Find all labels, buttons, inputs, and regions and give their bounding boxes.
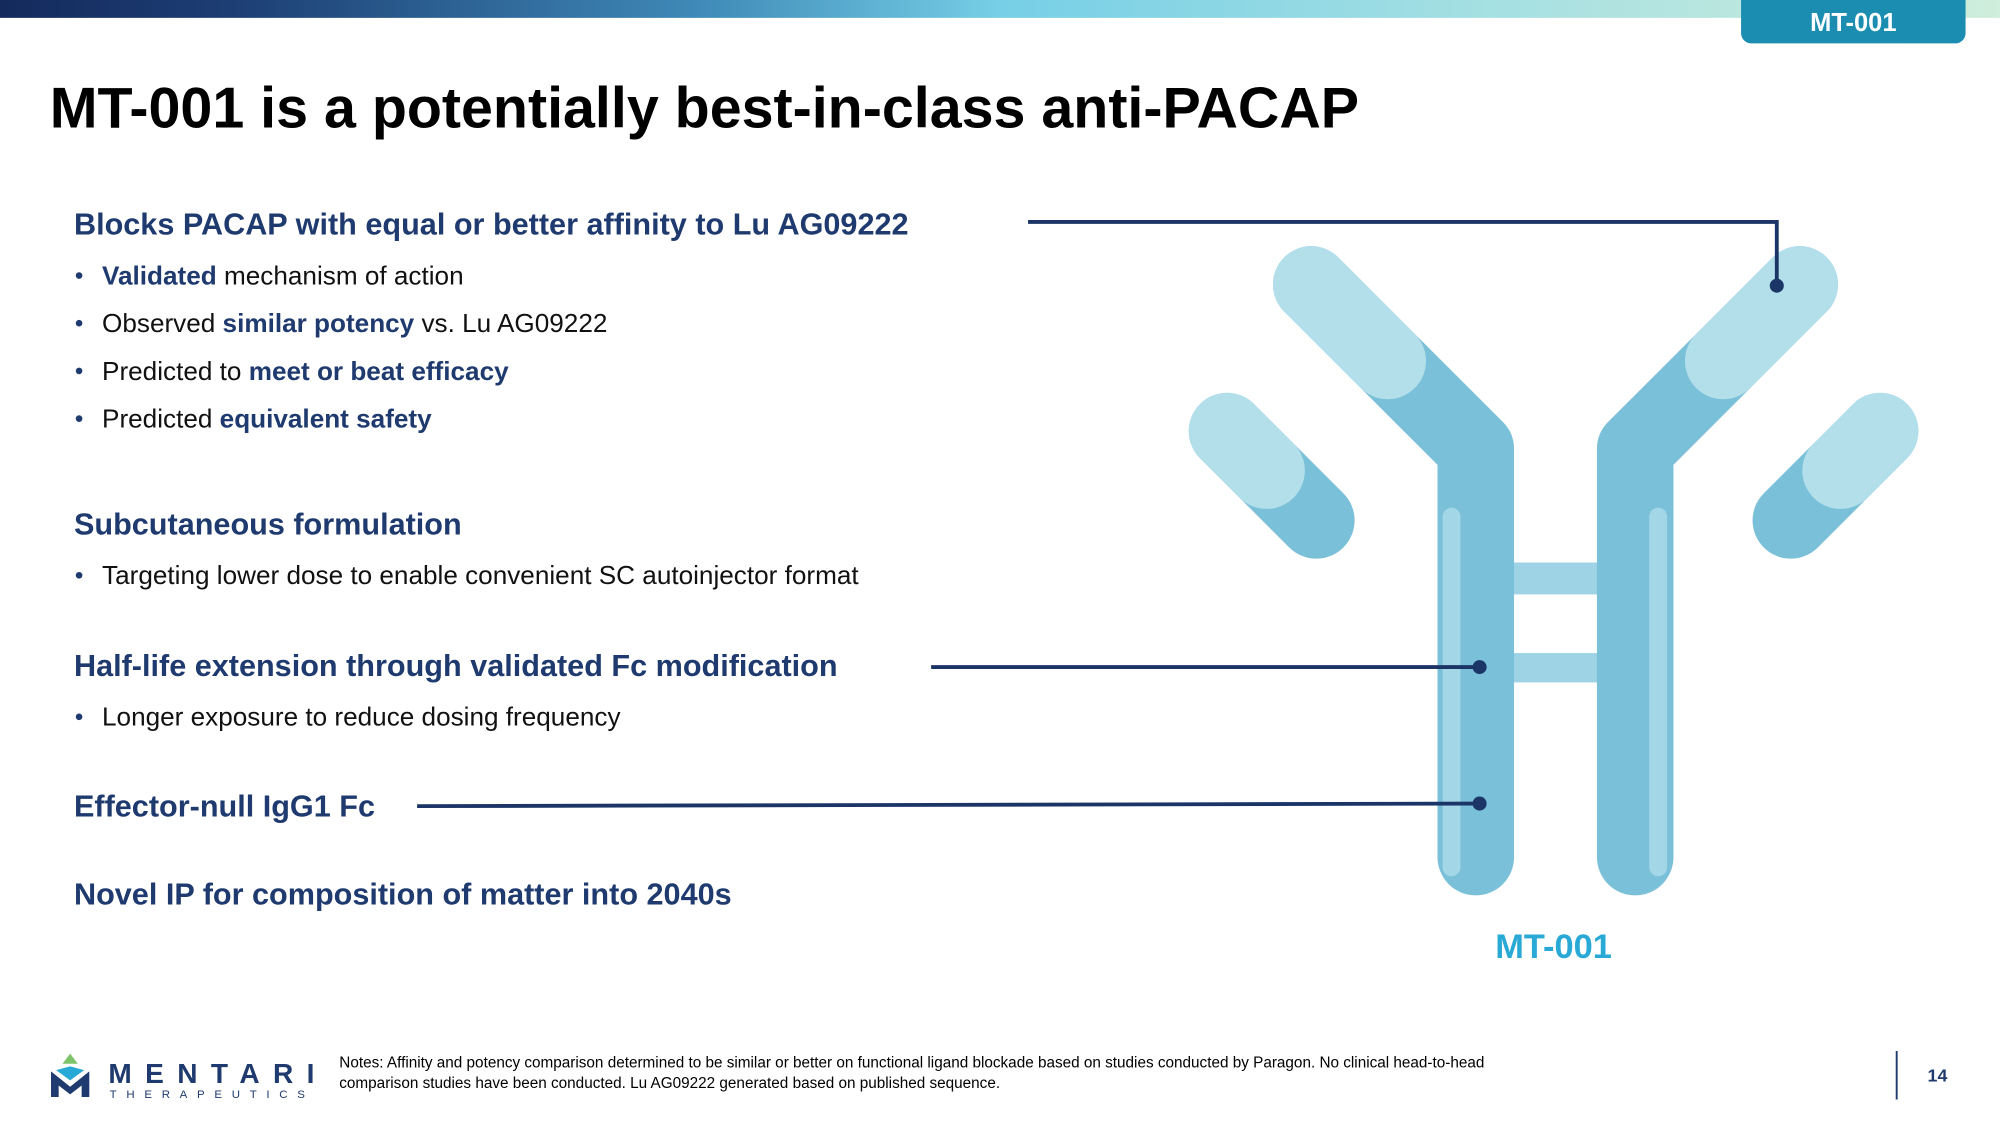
bullet-segment: equivalent safety xyxy=(220,404,432,434)
section-heading: Novel IP for composition of matter into … xyxy=(74,877,732,911)
bullet: Validated mechanism of action xyxy=(102,260,464,290)
bullet-segment: vs. Lu AG09222 xyxy=(414,308,607,338)
bullet-segment: Predicted xyxy=(102,404,220,434)
section-heading: Subcutaneous formulation xyxy=(74,507,462,541)
title: MT-001 is a potentially best-in-class an… xyxy=(50,77,1359,141)
section-heading: Effector-null IgG1 Fc xyxy=(74,789,375,823)
bullet-dot xyxy=(75,571,83,579)
bullet-dot xyxy=(75,415,83,422)
bullet-segment: Targeting lower dose to enable convenien… xyxy=(102,560,859,590)
callouts xyxy=(417,220,1779,809)
logo-subtitle: THERAPEUTICS xyxy=(110,1089,315,1101)
bullet-segment: similar potency xyxy=(223,308,415,338)
logo-name: MENTARI xyxy=(108,1058,327,1089)
tag: MT-001 xyxy=(1810,9,1896,37)
bullet-segment: Longer exposure to reduce dosing frequen… xyxy=(102,702,621,732)
tag-box xyxy=(1741,0,1966,44)
bullet-segment: Observed xyxy=(102,308,223,338)
bullet-segment: mechanism of action xyxy=(217,260,464,290)
bullet-segment: Predicted to xyxy=(102,356,249,386)
logo-icon xyxy=(51,1053,90,1097)
bullet-dot xyxy=(75,367,83,375)
bullet: Predicted to meet or beat efficacy xyxy=(102,356,509,386)
bullet-dot xyxy=(75,319,83,327)
bullet: Predicted equivalent safety xyxy=(102,404,432,434)
bullet-dot xyxy=(75,713,83,721)
notes-line: Notes: Affinity and potency comparison d… xyxy=(339,1055,1484,1072)
figure-label: MT-001 xyxy=(1495,928,1612,966)
top-bar xyxy=(0,0,2000,18)
notes-line: comparison studies have been conducted. … xyxy=(339,1075,1000,1092)
antibody xyxy=(1188,246,1919,896)
bullet: Longer exposure to reduce dosing frequen… xyxy=(102,702,621,732)
content: Blocks PACAP with equal or better affini… xyxy=(74,208,909,912)
page-number: 14 xyxy=(1928,1066,1948,1086)
bullet-dot xyxy=(75,272,83,279)
bullet: Observed similar potency vs. Lu AG09222 xyxy=(102,308,607,338)
section-heading: Half-life extension through validated Fc… xyxy=(74,649,838,683)
bullet-segment: Validated xyxy=(102,260,217,290)
bullet: Targeting lower dose to enable convenien… xyxy=(102,560,859,590)
bullet-segment: meet or beat efficacy xyxy=(249,356,509,386)
section-heading: Blocks PACAP with equal or better affini… xyxy=(74,208,909,242)
callout-dots xyxy=(1472,278,1784,811)
